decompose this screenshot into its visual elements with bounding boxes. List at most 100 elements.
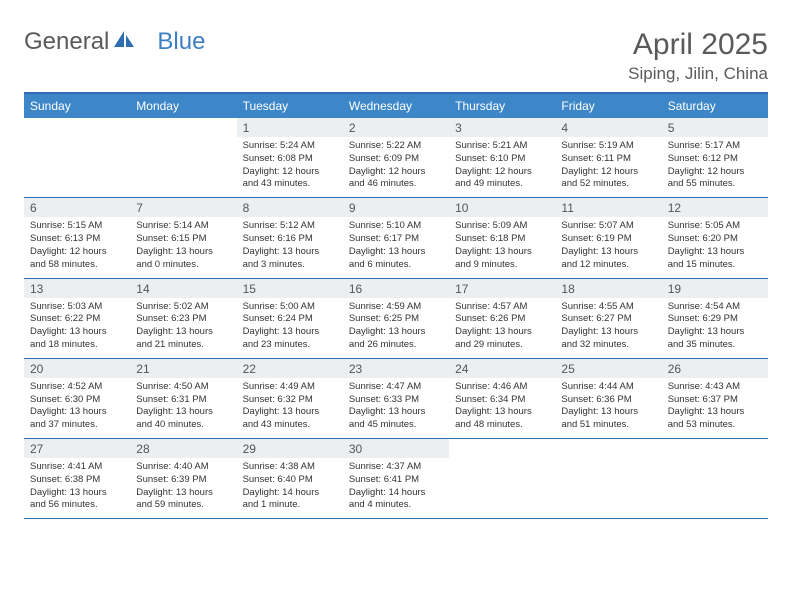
day-line: Sunrise: 4:38 AM — [243, 461, 337, 474]
day-cell: 27Sunrise: 4:41 AMSunset: 6:38 PMDayligh… — [24, 439, 130, 519]
col-thu: Thursday — [449, 94, 555, 118]
day-number: 18 — [555, 279, 661, 298]
day-cell — [130, 118, 236, 198]
day-details: Sunrise: 4:40 AMSunset: 6:39 PMDaylight:… — [130, 458, 236, 518]
day-line: Sunset: 6:08 PM — [243, 153, 337, 166]
day-line: and 18 minutes. — [30, 339, 124, 352]
day-cell: 24Sunrise: 4:46 AMSunset: 6:34 PMDayligh… — [449, 358, 555, 438]
day-line: and 52 minutes. — [561, 178, 655, 191]
header: General Blue April 2025 Siping, Jilin, C… — [24, 28, 768, 84]
day-cell: 25Sunrise: 4:44 AMSunset: 6:36 PMDayligh… — [555, 358, 661, 438]
day-details: Sunrise: 5:05 AMSunset: 6:20 PMDaylight:… — [662, 217, 768, 277]
day-line: Sunset: 6:15 PM — [136, 233, 230, 246]
day-line: and 15 minutes. — [668, 259, 762, 272]
week-row: 6Sunrise: 5:15 AMSunset: 6:13 PMDaylight… — [24, 198, 768, 278]
day-details: Sunrise: 4:46 AMSunset: 6:34 PMDaylight:… — [449, 378, 555, 438]
day-cell: 22Sunrise: 4:49 AMSunset: 6:32 PMDayligh… — [237, 358, 343, 438]
day-line: Daylight: 13 hours — [561, 246, 655, 259]
sail-icon — [113, 28, 135, 56]
day-line: Sunrise: 5:12 AM — [243, 220, 337, 233]
day-line: and 35 minutes. — [668, 339, 762, 352]
day-line: Daylight: 13 hours — [30, 326, 124, 339]
day-cell: 8Sunrise: 5:12 AMSunset: 6:16 PMDaylight… — [237, 198, 343, 278]
day-line: Sunset: 6:24 PM — [243, 313, 337, 326]
day-line: Daylight: 13 hours — [455, 406, 549, 419]
week-row: 1Sunrise: 5:24 AMSunset: 6:08 PMDaylight… — [24, 118, 768, 198]
day-line: Daylight: 13 hours — [349, 246, 443, 259]
day-details: Sunrise: 4:59 AMSunset: 6:25 PMDaylight:… — [343, 298, 449, 358]
day-line: Sunrise: 5:17 AM — [668, 140, 762, 153]
day-number: 5 — [662, 118, 768, 137]
day-number: 2 — [343, 118, 449, 137]
day-line: Daylight: 13 hours — [30, 487, 124, 500]
day-line: Sunrise: 4:54 AM — [668, 301, 762, 314]
day-line: Daylight: 12 hours — [455, 166, 549, 179]
logo-text-1: General — [24, 28, 109, 56]
day-line: and 6 minutes. — [349, 259, 443, 272]
col-tue: Tuesday — [237, 94, 343, 118]
day-number: 20 — [24, 359, 130, 378]
day-line: and 53 minutes. — [668, 419, 762, 432]
day-details: Sunrise: 4:37 AMSunset: 6:41 PMDaylight:… — [343, 458, 449, 518]
day-cell: 16Sunrise: 4:59 AMSunset: 6:25 PMDayligh… — [343, 278, 449, 358]
day-line: Sunset: 6:12 PM — [668, 153, 762, 166]
col-fri: Friday — [555, 94, 661, 118]
day-cell: 1Sunrise: 5:24 AMSunset: 6:08 PMDaylight… — [237, 118, 343, 198]
day-cell: 9Sunrise: 5:10 AMSunset: 6:17 PMDaylight… — [343, 198, 449, 278]
day-number: 16 — [343, 279, 449, 298]
day-line: Daylight: 13 hours — [561, 406, 655, 419]
day-cell: 13Sunrise: 5:03 AMSunset: 6:22 PMDayligh… — [24, 278, 130, 358]
day-details: Sunrise: 4:54 AMSunset: 6:29 PMDaylight:… — [662, 298, 768, 358]
day-details: Sunrise: 4:57 AMSunset: 6:26 PMDaylight:… — [449, 298, 555, 358]
day-cell: 4Sunrise: 5:19 AMSunset: 6:11 PMDaylight… — [555, 118, 661, 198]
day-line: Daylight: 13 hours — [668, 406, 762, 419]
day-line: Sunrise: 5:03 AM — [30, 301, 124, 314]
title-block: April 2025 Siping, Jilin, China — [628, 28, 768, 84]
day-line: Daylight: 14 hours — [243, 487, 337, 500]
day-line: Daylight: 13 hours — [561, 326, 655, 339]
day-line: Sunset: 6:26 PM — [455, 313, 549, 326]
day-line: Sunrise: 4:59 AM — [349, 301, 443, 314]
day-line: Sunrise: 4:44 AM — [561, 381, 655, 394]
location: Siping, Jilin, China — [628, 64, 768, 84]
day-cell: 3Sunrise: 5:21 AMSunset: 6:10 PMDaylight… — [449, 118, 555, 198]
week-row: 13Sunrise: 5:03 AMSunset: 6:22 PMDayligh… — [24, 278, 768, 358]
day-details: Sunrise: 4:52 AMSunset: 6:30 PMDaylight:… — [24, 378, 130, 438]
day-line: Sunrise: 5:09 AM — [455, 220, 549, 233]
day-details: Sunrise: 4:38 AMSunset: 6:40 PMDaylight:… — [237, 458, 343, 518]
day-line: Sunrise: 4:37 AM — [349, 461, 443, 474]
day-line: Daylight: 13 hours — [136, 406, 230, 419]
day-line: Sunrise: 5:19 AM — [561, 140, 655, 153]
day-cell: 15Sunrise: 5:00 AMSunset: 6:24 PMDayligh… — [237, 278, 343, 358]
day-details: Sunrise: 5:03 AMSunset: 6:22 PMDaylight:… — [24, 298, 130, 358]
day-line: and 37 minutes. — [30, 419, 124, 432]
day-line: and 9 minutes. — [455, 259, 549, 272]
day-cell: 28Sunrise: 4:40 AMSunset: 6:39 PMDayligh… — [130, 439, 236, 519]
day-number: 23 — [343, 359, 449, 378]
day-line: Sunrise: 5:22 AM — [349, 140, 443, 153]
day-line: Daylight: 12 hours — [243, 166, 337, 179]
day-cell: 12Sunrise: 5:05 AMSunset: 6:20 PMDayligh… — [662, 198, 768, 278]
day-cell — [449, 439, 555, 519]
day-line: Sunrise: 4:49 AM — [243, 381, 337, 394]
day-line: and 55 minutes. — [668, 178, 762, 191]
day-line: Daylight: 14 hours — [349, 487, 443, 500]
day-line: Sunset: 6:09 PM — [349, 153, 443, 166]
day-line: Sunset: 6:41 PM — [349, 474, 443, 487]
day-line: and 29 minutes. — [455, 339, 549, 352]
day-line: Sunset: 6:19 PM — [561, 233, 655, 246]
day-line: Sunset: 6:25 PM — [349, 313, 443, 326]
day-line: and 4 minutes. — [349, 499, 443, 512]
day-number: 10 — [449, 198, 555, 217]
day-line: Sunset: 6:11 PM — [561, 153, 655, 166]
logo: General Blue — [24, 28, 205, 56]
day-details: Sunrise: 5:02 AMSunset: 6:23 PMDaylight:… — [130, 298, 236, 358]
day-number: 22 — [237, 359, 343, 378]
day-line: Daylight: 13 hours — [455, 246, 549, 259]
day-cell: 11Sunrise: 5:07 AMSunset: 6:19 PMDayligh… — [555, 198, 661, 278]
day-line: Daylight: 13 hours — [349, 406, 443, 419]
col-sat: Saturday — [662, 94, 768, 118]
day-number: 8 — [237, 198, 343, 217]
day-line: and 32 minutes. — [561, 339, 655, 352]
day-cell: 17Sunrise: 4:57 AMSunset: 6:26 PMDayligh… — [449, 278, 555, 358]
